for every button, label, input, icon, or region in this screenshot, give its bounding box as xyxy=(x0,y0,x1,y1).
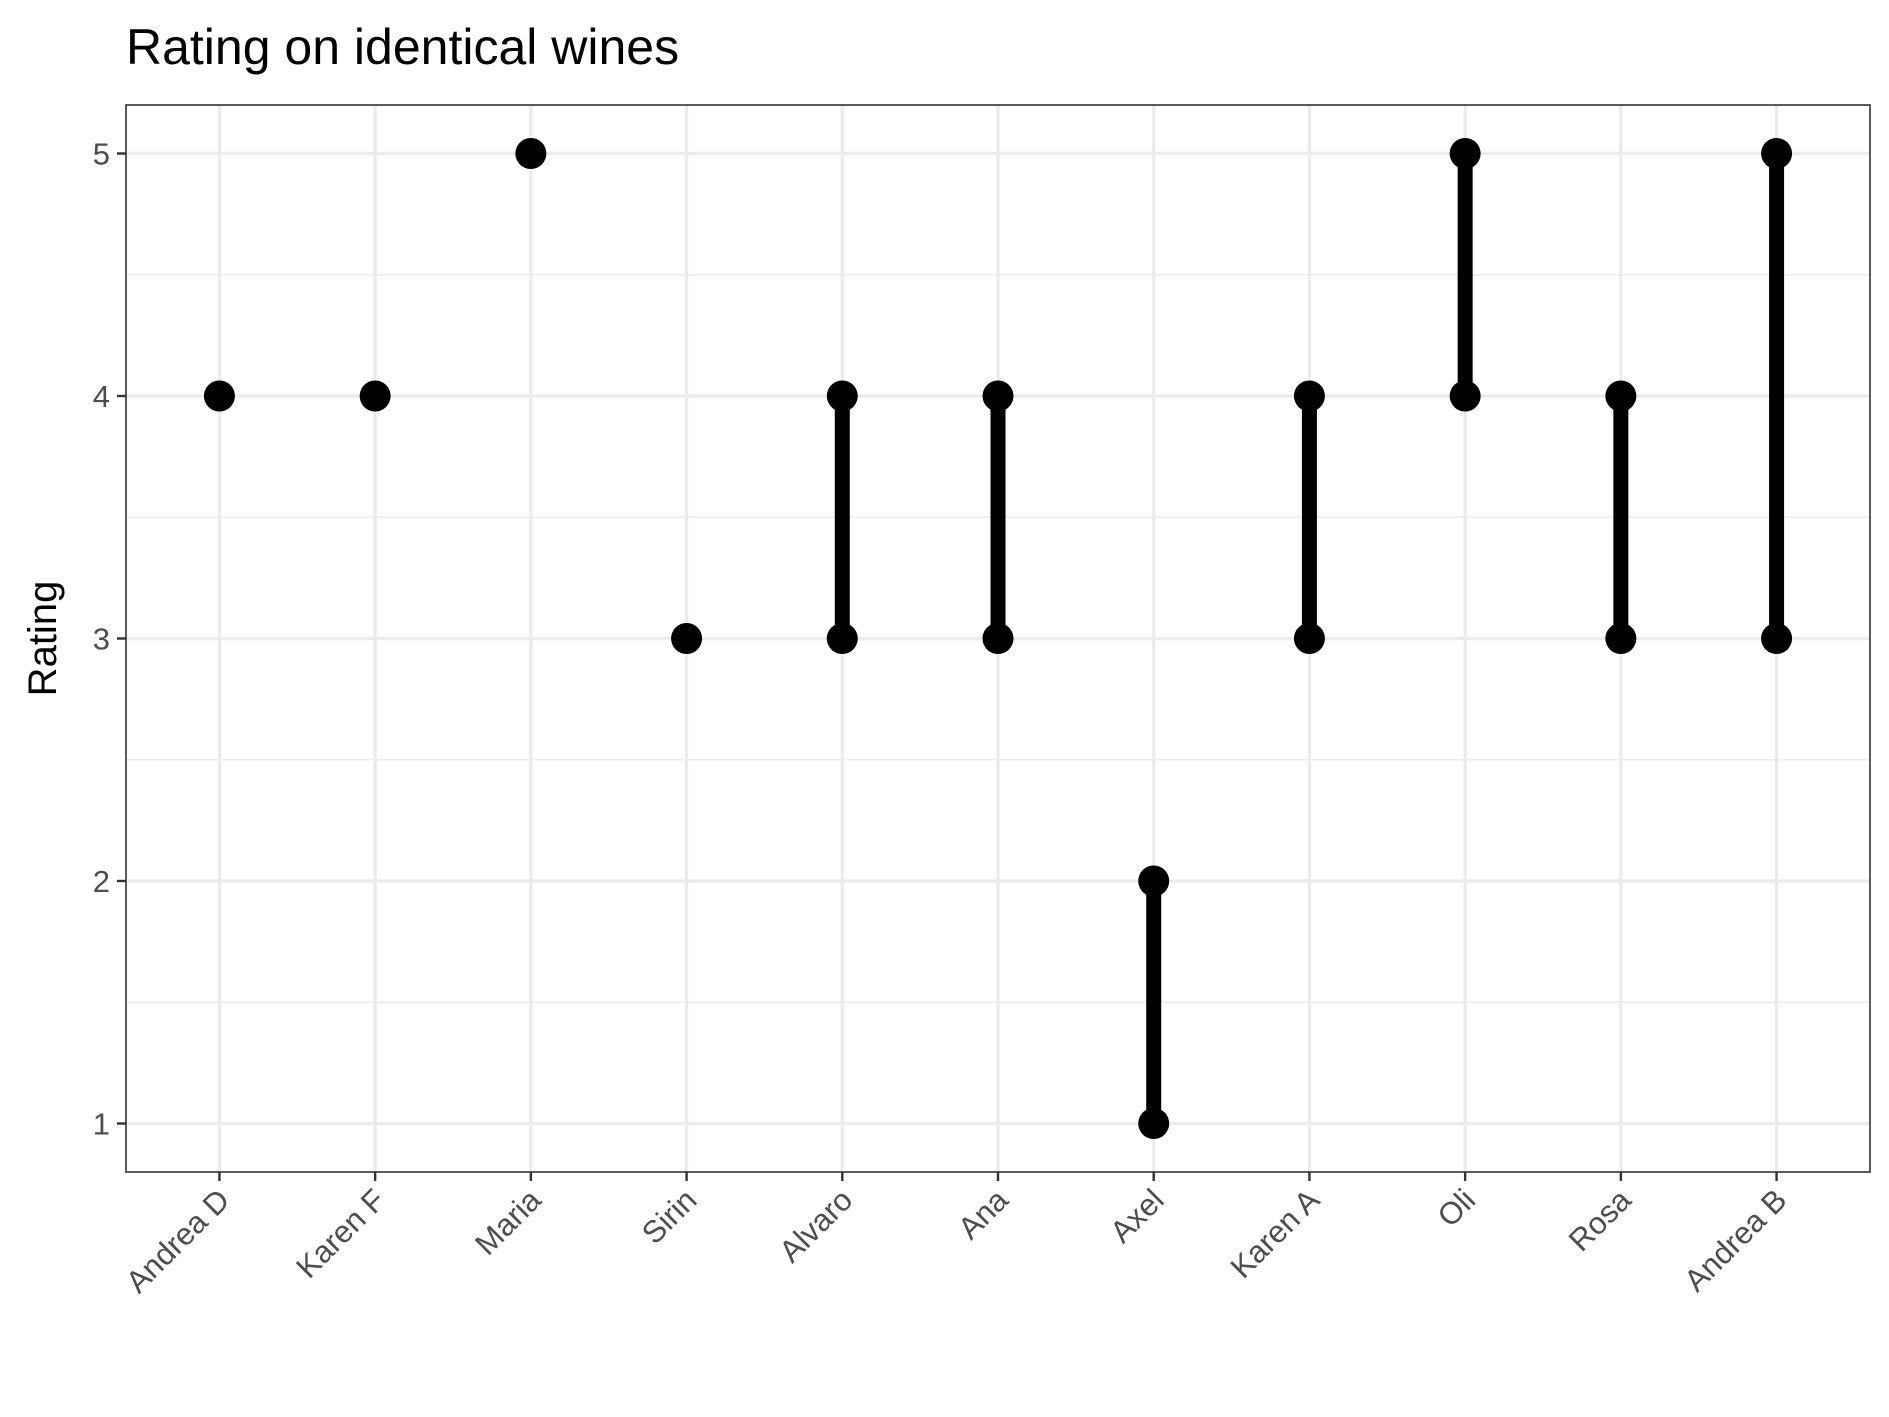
chart-title: Rating on identical wines xyxy=(126,19,679,75)
x-tick-label: Ana xyxy=(951,1182,1015,1246)
rating-point xyxy=(1449,138,1481,169)
rating-point xyxy=(982,380,1014,412)
rating-point xyxy=(982,623,1014,654)
x-tick-label: Axel xyxy=(1103,1182,1170,1249)
rating-point xyxy=(826,623,858,654)
x-tick-label: Maria xyxy=(468,1182,548,1262)
rating-point xyxy=(671,623,703,654)
y-tick-label: 4 xyxy=(93,379,110,414)
rating-point xyxy=(1293,623,1325,654)
rating-point xyxy=(1138,1108,1170,1139)
rating-point xyxy=(1761,623,1793,654)
rating-point xyxy=(1138,865,1170,897)
rating-point xyxy=(826,380,858,412)
x-tick-label: Oli xyxy=(1431,1182,1483,1234)
y-tick-label: 1 xyxy=(93,1107,110,1142)
y-tick-label: 3 xyxy=(93,622,110,657)
x-tick-label: Andrea D xyxy=(119,1182,236,1299)
rating-point xyxy=(1449,380,1481,412)
x-tick-label: Karen A xyxy=(1224,1182,1327,1285)
rating-point xyxy=(359,380,391,412)
x-tick-label: Sirin xyxy=(635,1182,704,1251)
x-tick-label: Karen F xyxy=(289,1182,392,1285)
rating-point xyxy=(515,138,547,169)
y-axis-label: Rating xyxy=(21,581,65,697)
x-tick-label: Rosa xyxy=(1562,1182,1638,1258)
rating-point xyxy=(1293,380,1325,412)
y-tick-label: 5 xyxy=(93,137,110,172)
y-tick-label: 2 xyxy=(93,864,110,899)
rating-point xyxy=(1605,380,1637,412)
rating-point xyxy=(1761,138,1793,169)
rating-point xyxy=(203,380,235,412)
rating-point xyxy=(1605,623,1637,654)
data-marks xyxy=(203,138,1793,1139)
x-tick-label: Alvaro xyxy=(772,1182,859,1269)
x-tick-label: Andrea B xyxy=(1677,1182,1793,1298)
